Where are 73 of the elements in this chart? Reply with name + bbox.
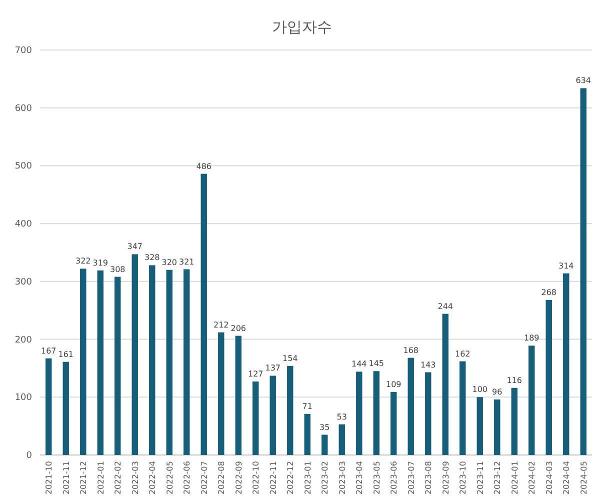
x-tick-label: 2022-11 xyxy=(268,461,278,494)
x-tick-label: 2022-06 xyxy=(182,461,192,494)
data-label: 109 xyxy=(386,380,402,389)
y-tick-label: 0 xyxy=(26,451,32,461)
data-label: 244 xyxy=(438,302,454,311)
data-label: 634 xyxy=(576,76,592,86)
x-tick-label: 2022-05 xyxy=(165,461,174,494)
data-label: 319 xyxy=(92,258,108,268)
x-tick-label: 2023-05 xyxy=(372,461,382,494)
x-tick-label: 2022-03 xyxy=(130,461,140,494)
x-tick-label: 2023-11 xyxy=(476,461,485,494)
data-label: 144 xyxy=(351,360,367,369)
x-tick-label: 2024-01 xyxy=(510,461,520,494)
x-tick-label: 2021-12 xyxy=(79,461,88,494)
x-tick-label: 2023-08 xyxy=(424,461,434,494)
x-tick-label: 2022-09 xyxy=(234,461,244,494)
x-tick-label: 2023-06 xyxy=(390,461,399,494)
x-tick-label: 2021-11 xyxy=(62,461,71,494)
x-tick-label: 2023-03 xyxy=(338,461,347,494)
data-label: 162 xyxy=(454,349,470,358)
x-tick-label: 2023-01 xyxy=(303,461,312,494)
data-label: 308 xyxy=(110,264,126,274)
y-tick-label: 600 xyxy=(14,104,32,114)
data-label: 116 xyxy=(506,376,522,385)
data-label: 161 xyxy=(58,350,74,359)
y-tick-label: 300 xyxy=(14,277,32,288)
data-label: 53 xyxy=(336,412,347,422)
y-tick-label: 100 xyxy=(14,393,32,404)
y-tick-label: 200 xyxy=(14,335,32,346)
x-tick-label: 2024-04 xyxy=(562,461,572,494)
data-label: 168 xyxy=(403,346,419,355)
x-tick-label: 2023-10 xyxy=(458,461,468,494)
y-tick-label: 400 xyxy=(14,220,32,230)
data-label: 322 xyxy=(75,256,91,266)
x-tick-label: 2022-08 xyxy=(217,461,226,494)
data-label: 328 xyxy=(144,253,160,262)
x-tick-label: 2024-05 xyxy=(579,461,588,494)
x-tick-label: 2022-02 xyxy=(114,461,123,494)
data-label: 154 xyxy=(282,354,298,363)
x-tick-label: 2022-01 xyxy=(96,461,106,494)
data-label: 321 xyxy=(178,257,194,266)
data-label: 189 xyxy=(524,334,540,343)
data-label: 100 xyxy=(472,385,488,394)
data-label: 137 xyxy=(265,364,281,373)
data-label: 212 xyxy=(213,320,229,330)
data-label: 96 xyxy=(492,387,502,396)
x-tick-label: 2022-12 xyxy=(286,461,296,494)
x-tick-label: 2021-10 xyxy=(44,461,54,494)
title: 가입자수 xyxy=(272,18,332,36)
data-label: 268 xyxy=(541,288,557,297)
data-label: 143 xyxy=(420,360,436,370)
data-label: 71 xyxy=(302,402,312,411)
data-label: 347 xyxy=(127,242,143,252)
x-tick-label: 2024-03 xyxy=(544,461,554,494)
y-tick-label: 500 xyxy=(14,162,32,172)
x-tick-label: 2023-12 xyxy=(493,461,502,494)
data-label: 35 xyxy=(320,422,330,432)
x-tick-label: 2023-02 xyxy=(320,461,330,494)
data-label: 486 xyxy=(196,162,212,171)
x-tick-label: 2022-04 xyxy=(148,461,158,494)
x-tick-label: 2022-10 xyxy=(252,461,261,494)
x-tick-label: 2023-07 xyxy=(406,461,416,494)
data-label: 167 xyxy=(40,346,56,356)
data-label: 320 xyxy=(162,258,178,267)
x-tick-label: 2023-09 xyxy=(441,461,450,494)
y-tick-label: 700 xyxy=(14,46,32,56)
data-label: 206 xyxy=(230,324,246,333)
data-label: 145 xyxy=(368,359,384,368)
x-tick-label: 2022-07 xyxy=(200,461,209,494)
data-label: 127 xyxy=(248,370,264,379)
x-tick-label: 2024-02 xyxy=(528,461,537,494)
data-label: 314 xyxy=(558,261,574,270)
x-tick-label: 2023-04 xyxy=(355,461,364,494)
